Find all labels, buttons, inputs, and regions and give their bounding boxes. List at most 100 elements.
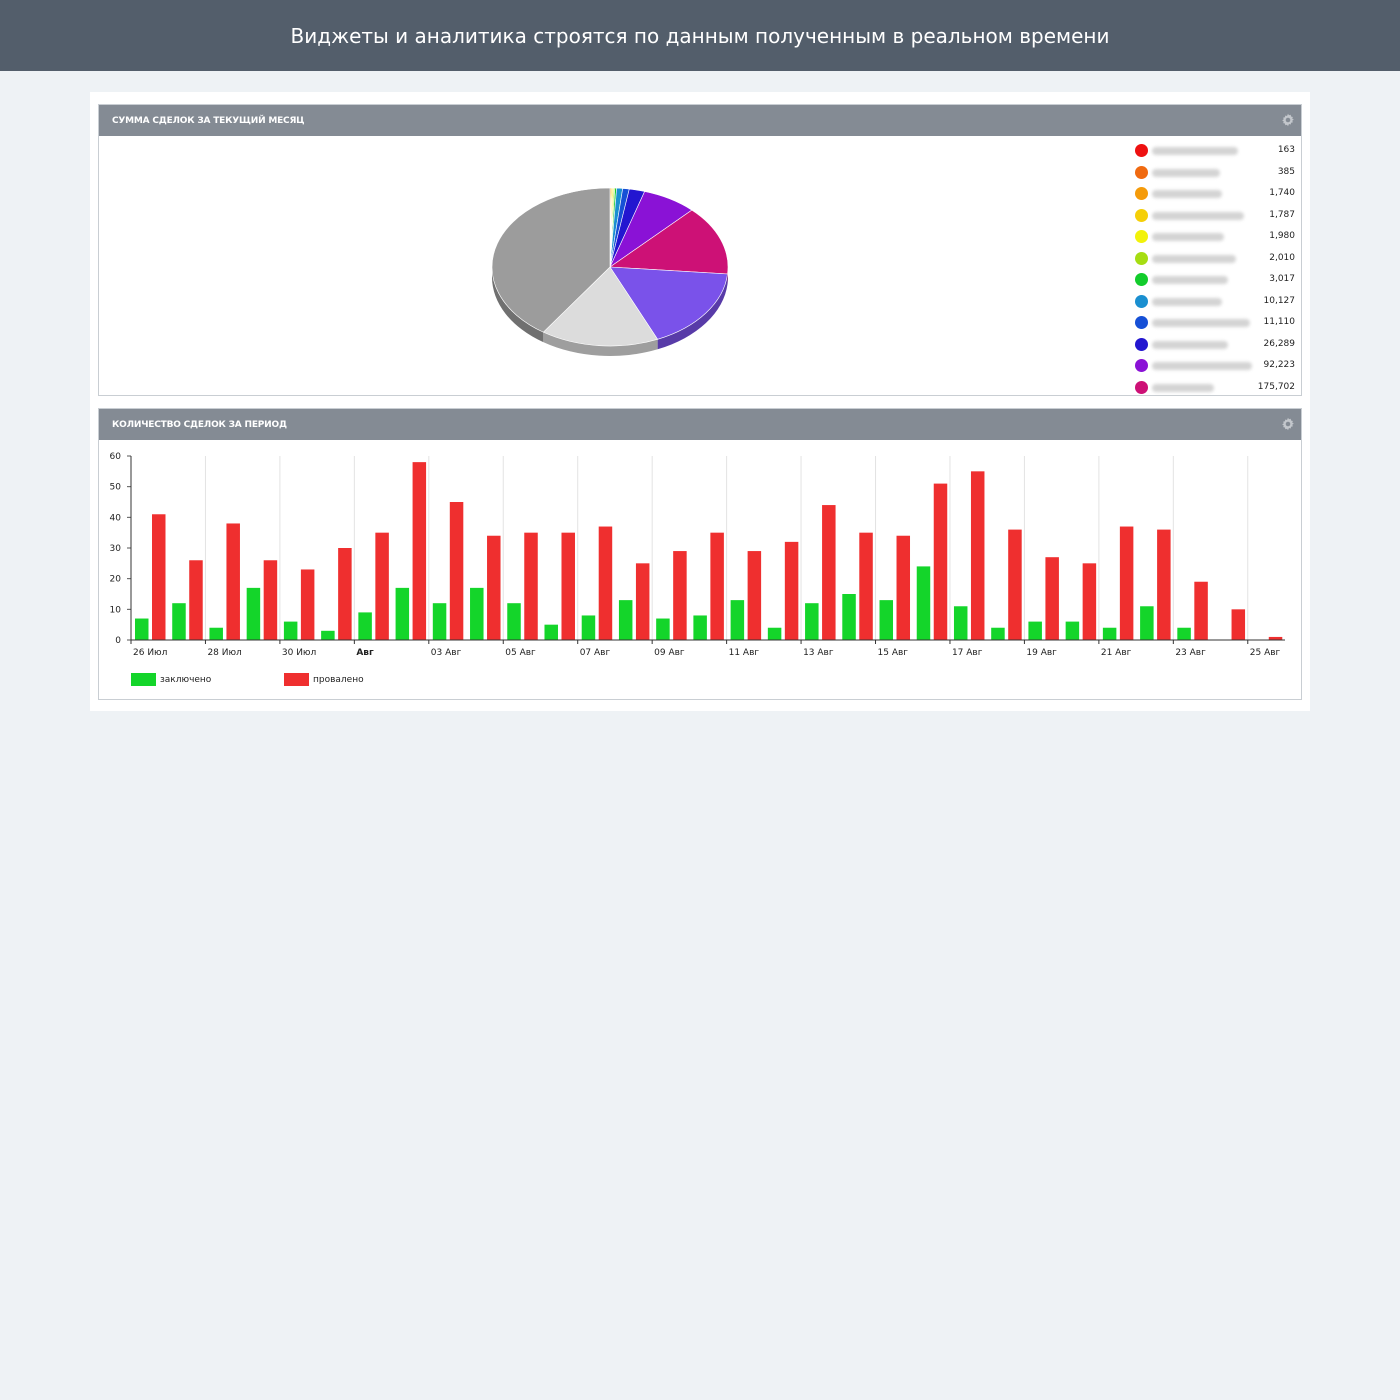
bar-closed xyxy=(805,603,819,640)
deals-sum-widget: СУММА СДЕЛОК ЗА ТЕКУЩИЙ МЕСЯЦ 163 385 1,74… xyxy=(98,104,1302,396)
x-tick-label: 25 Авг xyxy=(1250,648,1281,658)
legend-swatch xyxy=(284,673,309,686)
x-tick-label: Авг xyxy=(356,648,374,658)
bar-failed xyxy=(338,548,352,640)
bar-closed xyxy=(618,600,633,640)
bar-closed xyxy=(135,618,149,640)
x-tick-label: 03 Авг xyxy=(431,648,462,658)
legend-name-redacted xyxy=(1152,362,1252,370)
legend-label: заключено xyxy=(160,674,212,685)
bar-closed xyxy=(432,603,447,640)
legend-item: 92,223 xyxy=(1135,358,1295,378)
bar-closed xyxy=(172,603,186,640)
bar-closed xyxy=(1102,627,1117,640)
legend-item: 3,017 xyxy=(1135,272,1295,292)
bar-chart: 0 10 20 30 40 50 60 26 Июл 28 Июл 30 Июл Авг 03 Авг… xyxy=(110,452,1285,658)
legend-color-dot xyxy=(1135,208,1148,222)
gear-icon[interactable] xyxy=(1281,113,1295,127)
legend-name-redacted xyxy=(1152,147,1238,155)
legend-name-redacted xyxy=(1152,297,1222,306)
page-header: Виджеты и аналитика строятся по данным п… xyxy=(0,0,1400,71)
widget-title: СУММА СДЕЛОК ЗА ТЕКУЩИЙ МЕСЯЦ xyxy=(112,115,305,126)
bar-closed xyxy=(507,603,521,640)
bar-closed xyxy=(767,627,782,640)
bar-closed xyxy=(246,587,261,640)
x-tick-label: 23 Авг xyxy=(1175,648,1206,658)
bar-failed xyxy=(1045,557,1059,640)
legend-item: 26,289 xyxy=(1135,337,1295,357)
bar-failed xyxy=(896,535,911,640)
bar-failed xyxy=(1157,529,1171,640)
x-tick-label: 17 Авг xyxy=(952,648,983,658)
x-tick-label: 30 Июл xyxy=(282,648,316,658)
bar-failed xyxy=(970,471,985,640)
legend-item: 1,787 xyxy=(1135,208,1295,228)
bar-failed xyxy=(300,569,315,640)
legend-color-dot xyxy=(1135,251,1148,265)
bar-failed xyxy=(1268,636,1283,640)
bar-closed xyxy=(693,615,707,640)
legend-value: 175,702 xyxy=(1257,381,1295,392)
bar-failed xyxy=(859,532,873,640)
legend-item: 385 xyxy=(1135,165,1295,185)
bar-failed xyxy=(226,523,240,640)
y-tick-label: 30 xyxy=(110,544,122,554)
y-tick-label: 60 xyxy=(110,452,122,462)
bar-closed xyxy=(321,630,335,640)
legend-name-redacted xyxy=(1152,190,1222,198)
x-tick-label: 28 Июл xyxy=(207,648,241,658)
bar-closed xyxy=(470,587,484,640)
bar-failed xyxy=(375,532,389,640)
y-tick-label: 20 xyxy=(110,575,122,585)
legend-value: 1,740 xyxy=(1269,188,1295,198)
legend-name-redacted xyxy=(1152,211,1244,220)
deals-count-widget: КОЛИЧЕСТВО СДЕЛОК ЗА ПЕРИОД 0 10 20 30 40 50 6… xyxy=(98,408,1302,700)
bar-closed xyxy=(879,600,894,640)
legend-name-redacted xyxy=(1152,276,1228,284)
y-tick-label: 40 xyxy=(110,513,122,523)
legend-value: 10,127 xyxy=(1263,295,1296,306)
x-tick-label: 11 Авг xyxy=(729,648,760,658)
bar-closed xyxy=(581,615,596,640)
x-tick-label: 19 Авг xyxy=(1026,648,1057,658)
legend-label: провалено xyxy=(313,674,364,685)
legend-item: 175,702 xyxy=(1135,380,1295,400)
widget-title: КОЛИЧЕСТВО СДЕЛОК ЗА ПЕРИОД xyxy=(112,419,287,430)
legend-name-redacted xyxy=(1152,383,1214,392)
gear-icon[interactable] xyxy=(1281,417,1295,431)
legend-value: 26,289 xyxy=(1263,338,1296,349)
bar-closed xyxy=(1028,621,1042,640)
legend-swatch xyxy=(131,673,156,686)
pie-slice xyxy=(609,209,729,275)
bar-failed xyxy=(673,551,687,640)
legend-value: 11,110 xyxy=(1263,317,1296,327)
widget-header: КОЛИЧЕСТВО СДЕЛОК ЗА ПЕРИОД xyxy=(99,409,1301,440)
legend-item: 1,980 xyxy=(1135,229,1295,249)
pie-chart xyxy=(491,187,729,356)
y-tick-label: 50 xyxy=(110,483,122,493)
legend-name-redacted xyxy=(1152,340,1228,349)
bar-failed xyxy=(933,483,948,640)
bar-failed xyxy=(189,560,203,640)
legend-item: 163 xyxy=(1135,143,1295,163)
legend-color-dot xyxy=(1135,359,1148,372)
page-title: Виджеты и аналитика строятся по данным п… xyxy=(290,23,1110,48)
pie-slice xyxy=(491,187,611,333)
bar-closed xyxy=(1065,621,1080,640)
bar-closed xyxy=(656,618,670,640)
bar-failed xyxy=(784,541,799,640)
legend-color-dot xyxy=(1135,380,1148,394)
bar-failed xyxy=(487,535,501,640)
bar-failed xyxy=(598,526,613,640)
legend-item: 2,010 xyxy=(1135,251,1295,271)
legend-value: 163 xyxy=(1277,145,1295,155)
x-tick-label: 07 Авг xyxy=(580,648,611,658)
pie-slice xyxy=(609,266,728,340)
legend-value: 385 xyxy=(1277,166,1295,177)
bar-closed xyxy=(842,594,856,640)
bar-closed xyxy=(916,566,931,640)
legend-color-dot xyxy=(1135,144,1148,157)
bar-failed xyxy=(152,514,166,640)
pie-slice-side xyxy=(657,273,728,350)
bar-failed xyxy=(449,502,464,640)
